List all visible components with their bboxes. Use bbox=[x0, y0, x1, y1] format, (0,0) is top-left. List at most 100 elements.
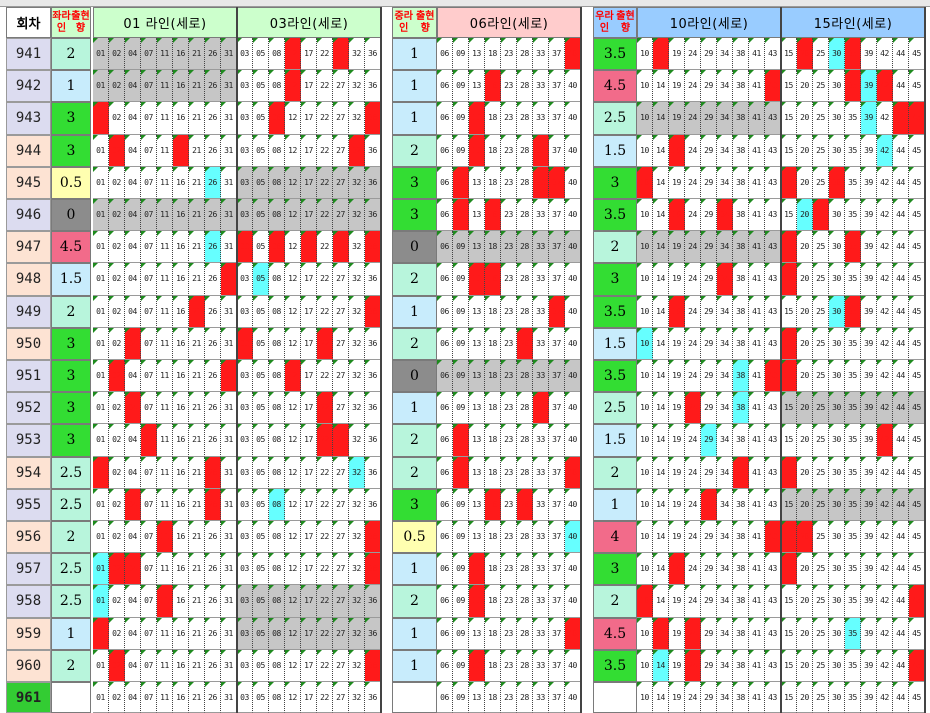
number-cell: 40 bbox=[565, 392, 581, 425]
number-cell: 10 bbox=[637, 392, 653, 425]
number-cell: 43 bbox=[765, 521, 781, 554]
number-cell: 08 bbox=[269, 231, 285, 264]
number-cell: 18 bbox=[485, 70, 501, 103]
number-cell: 35 bbox=[845, 231, 861, 264]
number-cell: 02 bbox=[109, 682, 125, 713]
number-cell: 17 bbox=[301, 231, 317, 264]
number-cell: 34 bbox=[717, 38, 733, 71]
number-cell: 14 bbox=[653, 231, 669, 264]
number-cell: 26 bbox=[205, 424, 221, 457]
left-count-cell: 1 bbox=[51, 617, 91, 650]
number-cell: 18 bbox=[485, 134, 501, 167]
number-cell: 28 bbox=[517, 166, 533, 199]
number-cell: 42 bbox=[877, 295, 893, 328]
number-cell: 22 bbox=[317, 38, 333, 71]
number-cell: 32 bbox=[349, 617, 365, 650]
number-cell: 19 bbox=[669, 360, 685, 393]
number-cell: 42 bbox=[877, 38, 893, 71]
number-cell: 24 bbox=[685, 295, 701, 328]
number-cell: 27 bbox=[333, 360, 349, 393]
number-cell: 31 bbox=[221, 231, 237, 264]
number-cell: 32 bbox=[349, 456, 365, 489]
number-cell: 05 bbox=[253, 70, 269, 103]
number-cell: 26 bbox=[205, 327, 221, 360]
number-cell: 01 bbox=[93, 70, 109, 103]
number-cell: 19 bbox=[669, 166, 685, 199]
number-cell: 01 bbox=[93, 585, 109, 618]
number-cell: 26 bbox=[205, 617, 221, 650]
number-cell: 12 bbox=[285, 70, 301, 103]
number-cell: 34 bbox=[717, 649, 733, 682]
right-count-cell: 1.5 bbox=[593, 424, 637, 457]
number-cell: 08 bbox=[269, 134, 285, 167]
number-cell: 20 bbox=[797, 585, 813, 618]
number-cell: 25 bbox=[813, 617, 829, 650]
right-count-cell: 1 bbox=[593, 488, 637, 521]
number-cell: 45 bbox=[909, 327, 925, 360]
mid-count-cell: 2 bbox=[392, 327, 437, 360]
number-cell: 24 bbox=[685, 38, 701, 71]
number-cell: 12 bbox=[285, 649, 301, 682]
number-cell: 38 bbox=[733, 199, 749, 232]
number-cell: 07 bbox=[141, 488, 157, 521]
number-cell: 04 bbox=[125, 231, 141, 264]
number-cell: 05 bbox=[253, 134, 269, 167]
number-cell: 03 bbox=[237, 166, 253, 199]
number-cell: 06 bbox=[437, 134, 453, 167]
number-cell: 04 bbox=[125, 488, 141, 521]
number-cell: 45 bbox=[909, 585, 925, 618]
mid-count-cell: 3 bbox=[392, 166, 437, 199]
number-cell: 03 bbox=[237, 38, 253, 71]
number-cell: 04 bbox=[125, 134, 141, 167]
number-cell: 14 bbox=[653, 521, 669, 554]
number-cell: 28 bbox=[517, 70, 533, 103]
number-cell: 17 bbox=[301, 166, 317, 199]
number-cell: 16 bbox=[173, 488, 189, 521]
number-cell: 26 bbox=[205, 263, 221, 296]
number-cell: 14 bbox=[653, 649, 669, 682]
number-cell: 02 bbox=[109, 231, 125, 264]
number-cell: 07 bbox=[141, 70, 157, 103]
number-cell: 05 bbox=[253, 553, 269, 586]
number-cell: 35 bbox=[845, 38, 861, 71]
number-cell: 22 bbox=[317, 456, 333, 489]
number-cell: 40 bbox=[565, 327, 581, 360]
number-cell: 22 bbox=[317, 553, 333, 586]
number-cell: 30 bbox=[829, 199, 845, 232]
number-cell: 11 bbox=[157, 70, 173, 103]
number-cell: 16 bbox=[173, 38, 189, 71]
mid-count-cell: 3 bbox=[392, 488, 437, 521]
number-cell: 04 bbox=[125, 38, 141, 71]
number-cell: 25 bbox=[813, 102, 829, 135]
number-cell: 11 bbox=[157, 231, 173, 264]
number-cell: 29 bbox=[701, 38, 717, 71]
number-cell: 10 bbox=[637, 682, 653, 713]
number-cell: 38 bbox=[733, 166, 749, 199]
number-cell: 13 bbox=[469, 488, 485, 521]
number-cell: 20 bbox=[797, 199, 813, 232]
mid-count-cell: 0 bbox=[392, 360, 437, 393]
number-cell: 05 bbox=[253, 682, 269, 713]
number-cell: 19 bbox=[669, 199, 685, 232]
number-cell: 20 bbox=[797, 456, 813, 489]
number-cell: 41 bbox=[749, 553, 765, 586]
number-cell: 32 bbox=[349, 392, 365, 425]
number-cell: 14 bbox=[653, 424, 669, 457]
number-cell: 02 bbox=[109, 327, 125, 360]
round-cell: 946 bbox=[6, 199, 51, 232]
right-count-cell: 2 bbox=[593, 231, 637, 264]
number-cell: 25 bbox=[813, 392, 829, 425]
number-cell: 07 bbox=[141, 327, 157, 360]
number-cell: 34 bbox=[717, 295, 733, 328]
number-cell: 21 bbox=[189, 199, 205, 232]
number-cell: 02 bbox=[109, 649, 125, 682]
number-cell: 29 bbox=[701, 521, 717, 554]
number-cell: 02 bbox=[109, 617, 125, 650]
left-count-cell: 3 bbox=[51, 392, 91, 425]
number-cell: 15 bbox=[781, 327, 797, 360]
number-cell: 17 bbox=[301, 521, 317, 554]
number-cell: 26 bbox=[205, 199, 221, 232]
number-cell: 23 bbox=[501, 617, 517, 650]
number-cell: 04 bbox=[125, 360, 141, 393]
number-cell: 38 bbox=[733, 521, 749, 554]
